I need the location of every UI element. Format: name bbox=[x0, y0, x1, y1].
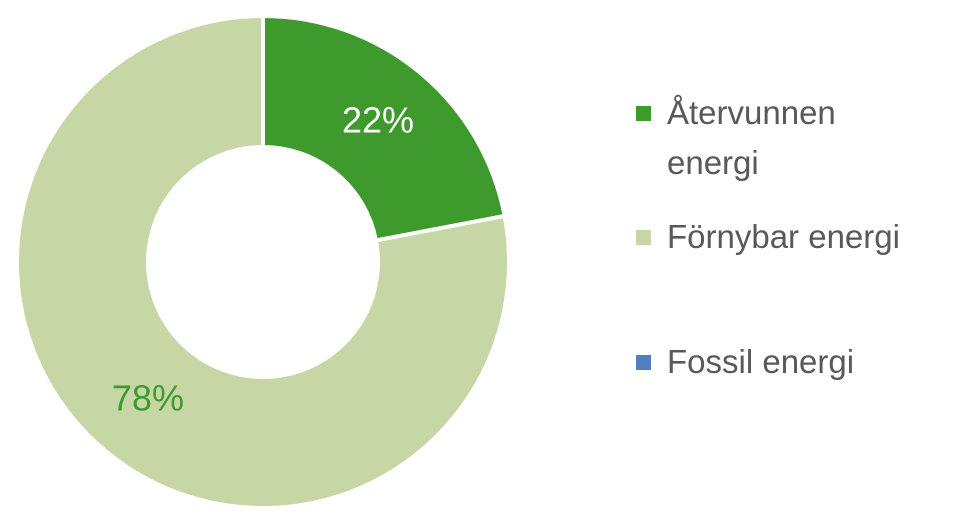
legend-label: Förnybar energi bbox=[667, 218, 900, 255]
legend-label: Fossil energi bbox=[667, 343, 855, 380]
legend-swatch bbox=[636, 106, 651, 121]
legend-label: Återvunnen energi bbox=[667, 94, 836, 181]
donut-slice bbox=[261, 13, 507, 243]
donut-slice bbox=[15, 13, 511, 510]
slice-label: 22% bbox=[342, 99, 414, 140]
legend-item: Fossil energi bbox=[636, 337, 956, 387]
slice-label: 78% bbox=[112, 378, 184, 419]
legend-item: Återvunnen energi bbox=[636, 88, 876, 188]
legend-swatch bbox=[636, 230, 651, 245]
legend-item: Förnybar energi bbox=[636, 212, 956, 262]
legend-swatch bbox=[636, 355, 651, 370]
